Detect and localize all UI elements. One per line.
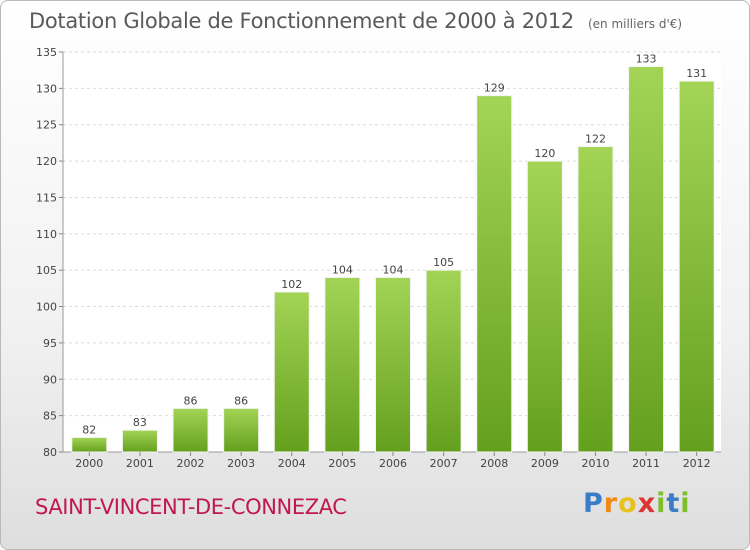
x-tick-label: 2008 bbox=[480, 457, 508, 470]
chart-subtitle: (en milliers d'€) bbox=[587, 17, 683, 31]
data-label: 120 bbox=[534, 147, 555, 160]
bar bbox=[121, 429, 158, 453]
y-tick-label: 100 bbox=[36, 301, 57, 314]
chart-title: Dotation Globale de Fonctionnement de 20… bbox=[29, 9, 682, 33]
x-tick-label: 2011 bbox=[632, 457, 660, 470]
bar bbox=[273, 291, 310, 453]
bar bbox=[223, 407, 260, 453]
x-tick-label: 2009 bbox=[531, 457, 559, 470]
data-label: 105 bbox=[433, 256, 454, 269]
y-tick-label: 115 bbox=[36, 191, 57, 204]
y-tick-label: 130 bbox=[36, 82, 57, 95]
y-tick-label: 95 bbox=[43, 337, 57, 350]
logo-letter: P bbox=[583, 488, 604, 519]
x-tick-label: 2005 bbox=[328, 457, 356, 470]
y-tick-label: 90 bbox=[43, 373, 57, 386]
bar bbox=[71, 436, 108, 453]
y-tick-label: 135 bbox=[36, 46, 57, 59]
x-tick-label: 2004 bbox=[278, 457, 306, 470]
logo-letter: o bbox=[618, 488, 638, 519]
x-tick-label: 2001 bbox=[126, 457, 154, 470]
data-label: 131 bbox=[686, 67, 707, 80]
data-label: 104 bbox=[383, 263, 404, 276]
x-tick-label: 2012 bbox=[683, 457, 711, 470]
bar bbox=[425, 269, 462, 453]
y-tick-label: 125 bbox=[36, 119, 57, 132]
bar bbox=[172, 407, 209, 453]
y-tick-label: 80 bbox=[43, 446, 57, 459]
bar bbox=[678, 80, 715, 453]
commune-name: SAINT-VINCENT-DE-CONNEZAC bbox=[35, 495, 347, 519]
bar bbox=[324, 276, 361, 453]
proxiti-logo: Proxiti bbox=[583, 488, 691, 519]
data-label: 133 bbox=[636, 53, 657, 66]
bar bbox=[526, 160, 563, 453]
data-label: 122 bbox=[585, 133, 606, 146]
data-label: 86 bbox=[234, 394, 248, 407]
data-label: 129 bbox=[484, 82, 505, 95]
data-label: 82 bbox=[82, 423, 96, 436]
data-label: 104 bbox=[332, 263, 353, 276]
logo-letter: i bbox=[680, 488, 691, 519]
x-tick-label: 2007 bbox=[430, 457, 458, 470]
bar bbox=[476, 95, 513, 453]
x-tick-label: 2000 bbox=[75, 457, 103, 470]
x-tick-label: 2002 bbox=[177, 457, 205, 470]
chart-title-text: Dotation Globale de Fonctionnement de 20… bbox=[29, 9, 574, 33]
logo-letter: t bbox=[666, 488, 681, 519]
y-tick-label: 105 bbox=[36, 264, 57, 277]
x-tick-label: 2003 bbox=[227, 457, 255, 470]
logo-letter: r bbox=[603, 488, 619, 519]
data-label: 102 bbox=[281, 278, 302, 291]
data-label: 86 bbox=[184, 394, 198, 407]
bar bbox=[577, 146, 614, 453]
bar bbox=[375, 276, 411, 453]
x-tick-label: 2010 bbox=[581, 457, 609, 470]
y-tick-label: 110 bbox=[36, 228, 57, 241]
bar bbox=[628, 66, 665, 453]
data-label: 83 bbox=[133, 416, 147, 429]
y-tick-label: 85 bbox=[43, 410, 57, 423]
logo-letter: i bbox=[656, 488, 667, 519]
y-tick-label: 120 bbox=[36, 155, 57, 168]
x-tick-label: 2006 bbox=[379, 457, 407, 470]
logo-letter: x bbox=[637, 488, 657, 519]
